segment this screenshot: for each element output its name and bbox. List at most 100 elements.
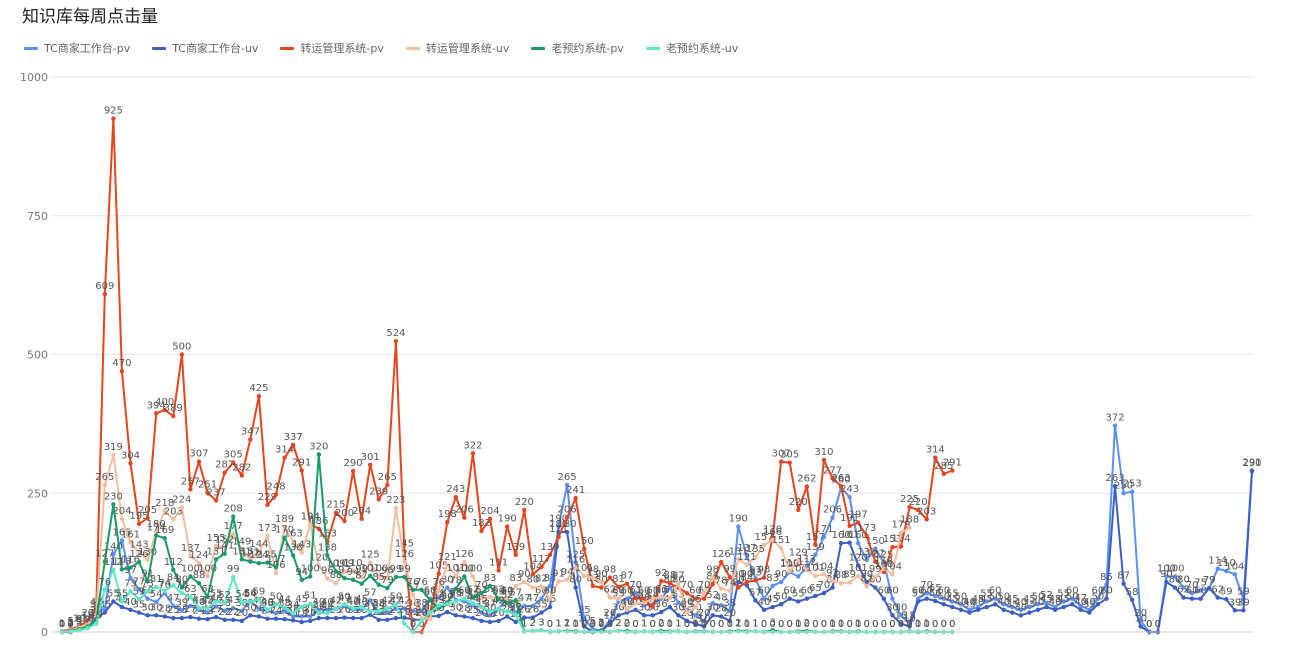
data-point[interactable]: [231, 460, 236, 465]
data-point[interactable]: [145, 589, 150, 594]
data-point[interactable]: [239, 608, 244, 614]
data-point[interactable]: [436, 603, 441, 608]
data-point[interactable]: [898, 530, 904, 535]
data-point[interactable]: [325, 607, 330, 612]
data-point[interactable]: [513, 552, 518, 558]
data-point[interactable]: [539, 610, 544, 615]
data-point[interactable]: [325, 615, 330, 621]
data-point[interactable]: [368, 462, 373, 468]
data-point[interactable]: [933, 598, 938, 604]
data-point[interactable]: [487, 583, 493, 589]
data-point[interactable]: [847, 523, 852, 529]
data-point[interactable]: [239, 618, 244, 624]
data-point[interactable]: [290, 618, 296, 623]
data-point[interactable]: [975, 607, 981, 612]
data-point[interactable]: [650, 613, 655, 618]
data-point[interactable]: [162, 588, 167, 594]
data-point[interactable]: [1215, 566, 1220, 571]
data-point[interactable]: [393, 574, 399, 580]
data-point[interactable]: [316, 563, 322, 568]
data-point[interactable]: [504, 600, 510, 606]
data-point[interactable]: [325, 610, 330, 616]
data-point[interactable]: [676, 613, 681, 618]
data-point[interactable]: [522, 615, 527, 620]
data-point[interactable]: [376, 582, 381, 588]
data-point[interactable]: [419, 618, 424, 624]
data-point[interactable]: [376, 497, 381, 502]
data-point[interactable]: [924, 590, 929, 596]
data-point[interactable]: [838, 541, 844, 546]
data-point[interactable]: [299, 468, 304, 473]
data-point[interactable]: [385, 617, 390, 622]
data-point[interactable]: [1018, 613, 1024, 618]
data-point[interactable]: [736, 557, 741, 562]
data-point[interactable]: [179, 590, 185, 596]
data-point[interactable]: [547, 604, 553, 610]
data-point[interactable]: [1198, 596, 1203, 601]
data-point[interactable]: [273, 610, 279, 616]
data-point[interactable]: [265, 533, 270, 539]
data-point[interactable]: [556, 629, 561, 634]
data-point[interactable]: [350, 615, 356, 621]
data-point[interactable]: [256, 606, 262, 611]
data-point[interactable]: [162, 407, 167, 413]
data-point[interactable]: [504, 614, 510, 619]
data-point[interactable]: [504, 524, 510, 529]
data-point[interactable]: [316, 610, 322, 616]
data-point[interactable]: [873, 585, 878, 590]
data-point[interactable]: [213, 498, 219, 503]
data-point[interactable]: [196, 605, 202, 611]
data-point[interactable]: [522, 579, 527, 585]
data-point[interactable]: [616, 584, 621, 590]
data-point[interactable]: [573, 585, 578, 590]
data-point[interactable]: [599, 585, 604, 590]
data-point[interactable]: [350, 568, 356, 574]
data-point[interactable]: [633, 595, 638, 601]
data-point[interactable]: [727, 618, 732, 624]
data-point[interactable]: [958, 607, 964, 612]
data-point[interactable]: [770, 537, 775, 543]
legend-item-5[interactable]: 老预约系统-uv: [645, 40, 738, 56]
data-point[interactable]: [359, 574, 364, 580]
data-point[interactable]: [487, 619, 493, 625]
data-point[interactable]: [1070, 602, 1075, 607]
data-point[interactable]: [145, 516, 150, 521]
data-point[interactable]: [633, 601, 638, 606]
data-point[interactable]: [941, 602, 946, 607]
data-point[interactable]: [205, 610, 210, 615]
data-point[interactable]: [333, 510, 339, 515]
data-point[interactable]: [342, 602, 347, 607]
data-point[interactable]: [427, 610, 433, 615]
data-point[interactable]: [855, 541, 861, 546]
data-point[interactable]: [479, 590, 484, 596]
data-point[interactable]: [1129, 597, 1135, 603]
data-point[interactable]: [641, 600, 647, 605]
data-point[interactable]: [1044, 600, 1049, 606]
legend-item-0[interactable]: TC商家工作台-pv: [24, 40, 130, 56]
data-point[interactable]: [556, 524, 561, 529]
data-point[interactable]: [564, 577, 570, 583]
data-point[interactable]: [796, 558, 801, 563]
data-point[interactable]: [830, 515, 835, 520]
data-point[interactable]: [778, 602, 784, 607]
data-point[interactable]: [290, 442, 296, 448]
data-point[interactable]: [1189, 596, 1195, 601]
data-point[interactable]: [111, 599, 116, 604]
data-point[interactable]: [342, 569, 347, 574]
data-point[interactable]: [539, 628, 544, 633]
data-point[interactable]: [778, 459, 784, 464]
data-point[interactable]: [470, 574, 476, 579]
data-point[interactable]: [1198, 588, 1203, 593]
data-point[interactable]: [744, 579, 750, 585]
data-point[interactable]: [701, 596, 707, 601]
data-point[interactable]: [273, 492, 279, 497]
data-point[interactable]: [992, 602, 998, 607]
data-point[interactable]: [196, 616, 202, 621]
data-point[interactable]: [487, 613, 493, 618]
data-point[interactable]: [915, 599, 921, 604]
data-point[interactable]: [761, 596, 767, 601]
data-point[interactable]: [136, 587, 142, 592]
data-point[interactable]: [462, 614, 467, 619]
data-point[interactable]: [693, 596, 698, 601]
data-point[interactable]: [368, 612, 373, 617]
